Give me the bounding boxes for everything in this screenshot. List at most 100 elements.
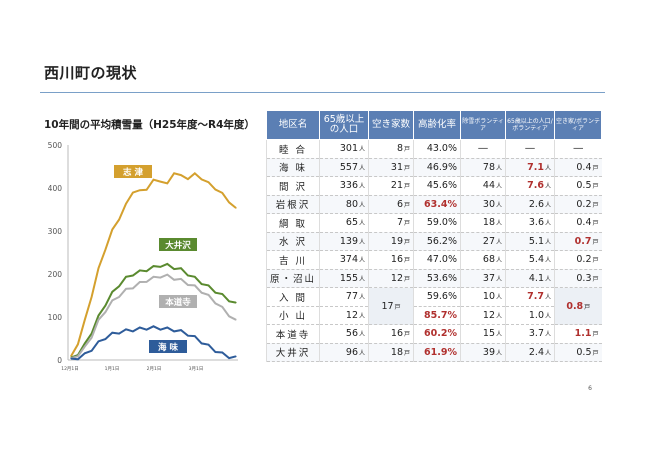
data-point <box>146 270 148 272</box>
data-point <box>201 292 203 294</box>
cell-volunteer: 39人 <box>460 343 506 362</box>
x-tick-label: 12月1日 <box>61 366 79 372</box>
cell-volunteer: 78人 <box>460 158 506 177</box>
data-point <box>207 294 210 296</box>
data-point <box>159 277 161 279</box>
data-point <box>228 357 230 359</box>
cell-vpv: 0.5戸 <box>554 343 602 362</box>
data-point <box>104 311 106 313</box>
cell-epv: 7.6人 <box>505 176 555 196</box>
data-point <box>187 274 189 277</box>
data-point <box>173 279 175 281</box>
cell-epv: 7.1人 <box>505 158 555 177</box>
district-table: 地区名 65歳以上の人口 空き家数 高齢化率 除雪ボランティア 65歳以上の人口… <box>265 110 603 362</box>
data-point <box>187 284 189 286</box>
data-point <box>111 291 113 293</box>
cell-vacant: 6戸 <box>368 195 414 214</box>
table-row: 海 味 557人 31戸 46.9% 78人 7.1人 0.4戸 <box>265 158 602 177</box>
data-point <box>111 299 113 302</box>
cell-aging: 45.6% <box>413 176 461 196</box>
data-point <box>132 274 134 277</box>
cell-elderly: 80人 <box>319 195 369 214</box>
data-point <box>104 305 106 307</box>
data-point <box>187 335 189 337</box>
cell-elderly: 557人 <box>319 158 369 177</box>
cell-epv: 5.1人 <box>505 232 555 251</box>
data-point <box>77 355 79 357</box>
data-point <box>91 296 93 298</box>
cell-aging: 63.4% <box>413 195 461 214</box>
cell-elderly: 139人 <box>319 232 369 251</box>
cell-epv: 5.4人 <box>505 250 555 270</box>
data-point <box>201 178 203 180</box>
data-point <box>194 276 196 278</box>
table-row: 間 沢 336人 21戸 45.6% 44人 7.6人 0.5戸 <box>265 176 602 196</box>
data-point <box>180 329 182 331</box>
cell-elderly: 96人 <box>319 343 369 362</box>
data-point <box>152 179 155 181</box>
cell-area: 綱 取 <box>265 213 320 233</box>
data-point <box>214 292 216 294</box>
cell-vpv: ― <box>554 139 602 159</box>
data-point <box>201 283 203 285</box>
y-tick-label: 400 <box>48 184 63 193</box>
data-point <box>166 182 168 184</box>
cell-vpv: 0.4戸 <box>554 213 602 233</box>
data-point <box>139 189 141 191</box>
table-row: 原・沼山 155人 12戸 53.6% 37人 4.1人 0.3戸 <box>265 269 602 288</box>
data-point <box>146 281 148 283</box>
cell-volunteer: 18人 <box>460 213 506 233</box>
data-point <box>173 268 175 270</box>
cell-vpv: 0.8戸 <box>554 287 602 325</box>
data-point <box>84 342 86 345</box>
data-point <box>221 306 223 308</box>
cell-vacant: 17戸 <box>368 287 414 325</box>
data-point <box>194 284 196 286</box>
data-point <box>146 329 148 331</box>
cell-aging: 43.0% <box>413 139 461 159</box>
svg-text:本道寺: 本道寺 <box>165 297 191 308</box>
cell-epv: 2.4人 <box>505 343 555 362</box>
table-body: 睦 合 301人 8戸 43.0% ― ― ― 海 味 557人 31戸 46.9% 78人 7.1人 0… <box>265 139 602 362</box>
cell-epv: 7.7人 <box>505 287 555 307</box>
cell-aging: 60.2% <box>413 324 461 344</box>
cell-area: 間 沢 <box>265 176 320 196</box>
data-point <box>125 203 127 205</box>
cell-elderly: 301人 <box>319 139 369 159</box>
data-point <box>235 355 237 357</box>
cell-aging: 47.0% <box>413 250 461 270</box>
data-point <box>111 228 113 231</box>
data-point <box>91 350 93 352</box>
data-point <box>214 351 216 353</box>
data-point <box>194 172 196 174</box>
data-point <box>146 189 148 191</box>
table-row: 水 沢 139人 19戸 56.2% 27人 5.1人 0.7戸 <box>265 232 602 251</box>
data-point <box>207 284 210 286</box>
cell-area: 水 沢 <box>265 232 320 251</box>
table-row: 吉 川 374人 16戸 47.0% 68人 5.4人 0.2戸 <box>265 250 602 270</box>
data-point <box>159 329 161 331</box>
cell-elderly: 12人 <box>319 306 369 325</box>
data-point <box>139 269 141 271</box>
data-point <box>187 178 189 180</box>
cell-elderly: 374人 <box>319 250 369 270</box>
series-label: 大井沢 <box>159 238 197 251</box>
cell-vpv: 1.1戸 <box>554 324 602 344</box>
cell-vacant: 12戸 <box>368 269 414 288</box>
y-tick-label: 200 <box>48 270 63 279</box>
data-point <box>91 332 93 335</box>
data-point <box>125 328 127 330</box>
data-point <box>173 330 175 332</box>
cell-vacant: 18戸 <box>368 343 414 362</box>
data-point <box>97 340 100 342</box>
table-row: 睦 合 301人 8戸 43.0% ― ― ― <box>265 139 602 159</box>
cell-elderly: 155人 <box>319 269 369 288</box>
series-label: 本道寺 <box>159 295 197 308</box>
header-elderly: 65歳以上の人口 <box>319 110 370 140</box>
data-point <box>97 267 100 269</box>
header-volunteer: 除雪ボランティア <box>460 110 507 140</box>
data-point <box>152 276 155 278</box>
data-point <box>166 263 168 265</box>
data-point <box>111 332 113 334</box>
table-row: 本道寺 56人 16戸 60.2% 15人 3.7人 1.1戸 <box>265 324 602 344</box>
